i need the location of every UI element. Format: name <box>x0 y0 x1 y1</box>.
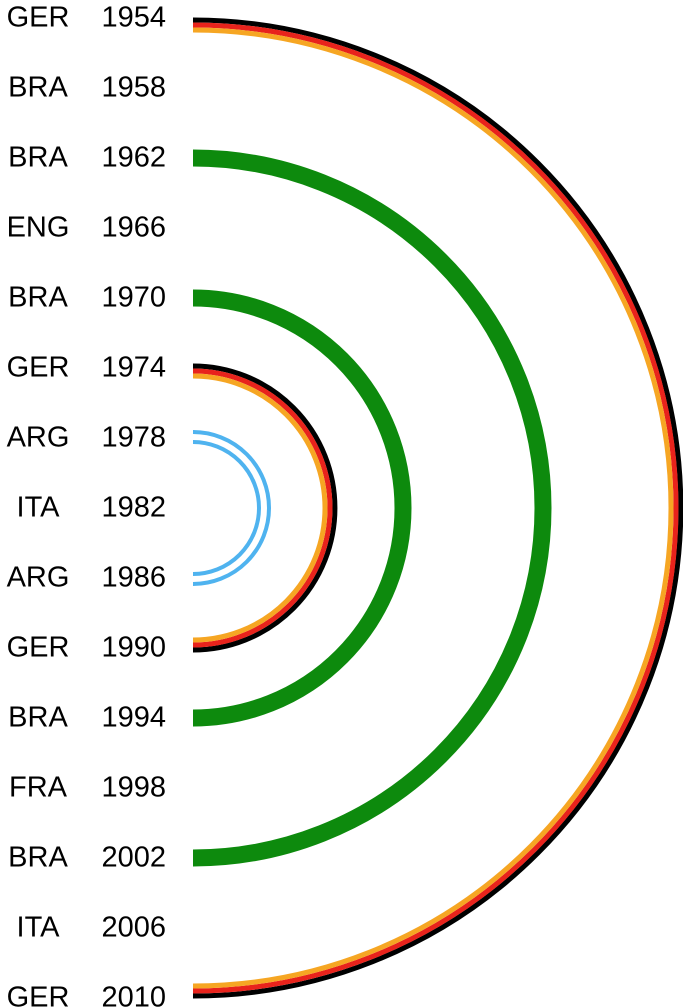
team-label: GER <box>7 632 70 664</box>
team-label: ARG <box>7 562 70 594</box>
arc-bra-inner <box>192 289 412 727</box>
team-label: BRA <box>8 142 68 174</box>
year-label: 1958 <box>101 72 166 104</box>
arc-ger-inner <box>192 363 338 653</box>
year-label: 1974 <box>101 352 166 384</box>
team-label: FRA <box>9 772 68 804</box>
year-label: 2010 <box>101 982 166 1007</box>
year-label: 1998 <box>101 772 166 804</box>
arc-bra-outer <box>192 149 552 867</box>
year-label: 1978 <box>101 422 166 454</box>
arc-arg <box>192 430 271 586</box>
arc-ger-inner <box>192 368 333 648</box>
year-label: 1966 <box>101 212 166 244</box>
arc-ger-inner <box>192 373 328 643</box>
team-label: BRA <box>8 72 68 104</box>
team-label: GER <box>7 2 70 34</box>
year-label: 1986 <box>101 562 166 594</box>
team-label: GER <box>7 982 70 1007</box>
team-label: BRA <box>8 842 68 874</box>
year-label: 1990 <box>101 632 166 664</box>
team-label: ITA <box>17 492 61 524</box>
team-label: ITA <box>17 912 61 944</box>
year-label: 1962 <box>101 142 166 174</box>
arc-arg <box>192 440 261 576</box>
year-label: 1954 <box>101 2 166 34</box>
team-label: BRA <box>8 702 68 734</box>
team-label: ENG <box>7 212 70 244</box>
year-label: 2006 <box>101 912 166 944</box>
year-label: 2002 <box>101 842 166 874</box>
arc-ger-outer <box>192 22 679 994</box>
team-label: BRA <box>8 282 68 314</box>
arc-ger-outer <box>192 17 683 999</box>
year-label: 1970 <box>101 282 166 314</box>
year-label: 1982 <box>101 492 166 524</box>
team-label: GER <box>7 352 70 384</box>
arc-ger-outer <box>192 27 674 989</box>
team-label: ARG <box>7 422 70 454</box>
year-label: 1994 <box>101 702 166 734</box>
